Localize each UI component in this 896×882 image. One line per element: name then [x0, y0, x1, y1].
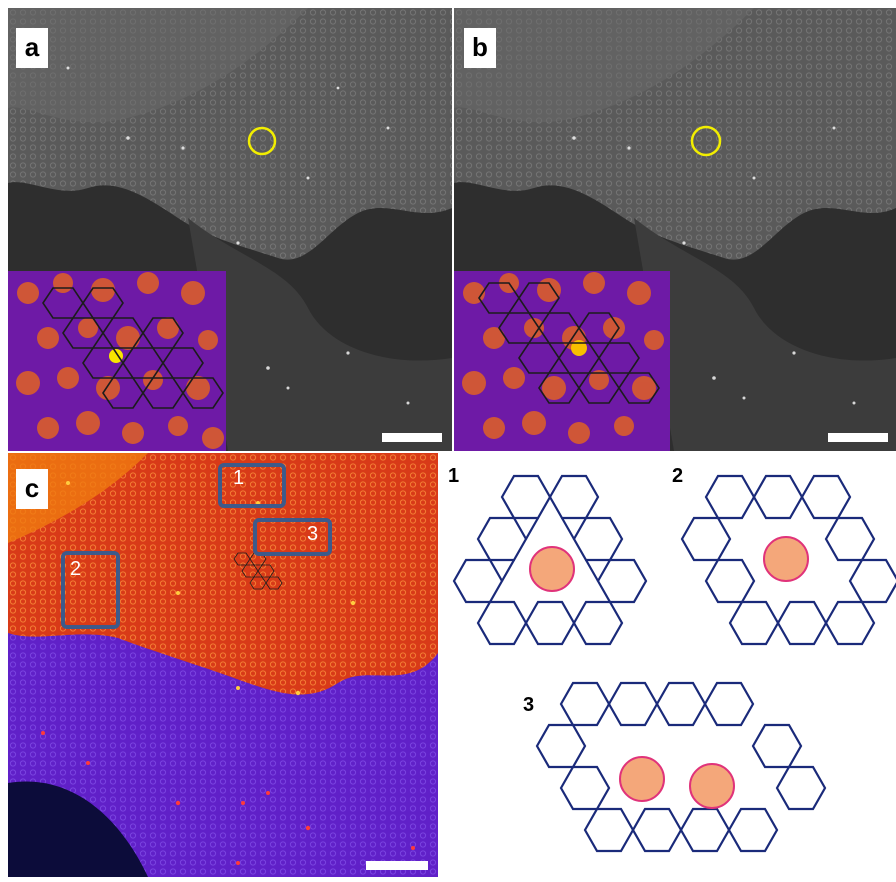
inset-b-heat: [462, 272, 664, 444]
region-label-1: 1: [233, 467, 245, 489]
micrograph-a: a: [8, 8, 452, 451]
micrograph-a-image: [8, 8, 452, 451]
scale-bar-b: [828, 433, 888, 442]
schematic-2: 2: [668, 455, 896, 665]
micrograph-b-image: [454, 8, 896, 451]
region-box-2: [61, 551, 120, 629]
highlight-circle: [247, 126, 277, 156]
highlight-circle: [690, 125, 722, 157]
atom-3b: [689, 763, 735, 809]
scale-bar-c: [366, 861, 428, 870]
atom-1: [529, 546, 575, 592]
micrograph-c-image: [8, 453, 438, 877]
region-box-3: [253, 518, 332, 556]
schematic-label-2: 2: [672, 465, 684, 487]
panel-label-c: c: [16, 469, 48, 509]
schematic-1: 1: [440, 455, 668, 665]
schematic-3-drawing: [535, 681, 827, 853]
atom-3a: [619, 756, 665, 802]
schematic-1-drawing: [452, 474, 648, 646]
schematic-3: 3: [515, 672, 835, 877]
panel-label-b: b: [464, 28, 496, 68]
scale-bar-a: [382, 433, 442, 442]
region-label-2: 2: [70, 558, 82, 580]
region-box-1: [218, 463, 286, 508]
region-label-3: 3: [307, 523, 319, 545]
schematic-label-3: 3: [523, 694, 535, 716]
micrograph-c: c 1 3 2: [8, 453, 438, 877]
micrograph-b: b: [454, 8, 896, 451]
panel-label-a: a: [16, 28, 48, 68]
atom-2: [763, 536, 809, 582]
schematic-2-drawing: [680, 474, 896, 646]
schematic-label-1: 1: [448, 465, 460, 487]
inset-a-heat: [16, 272, 224, 449]
